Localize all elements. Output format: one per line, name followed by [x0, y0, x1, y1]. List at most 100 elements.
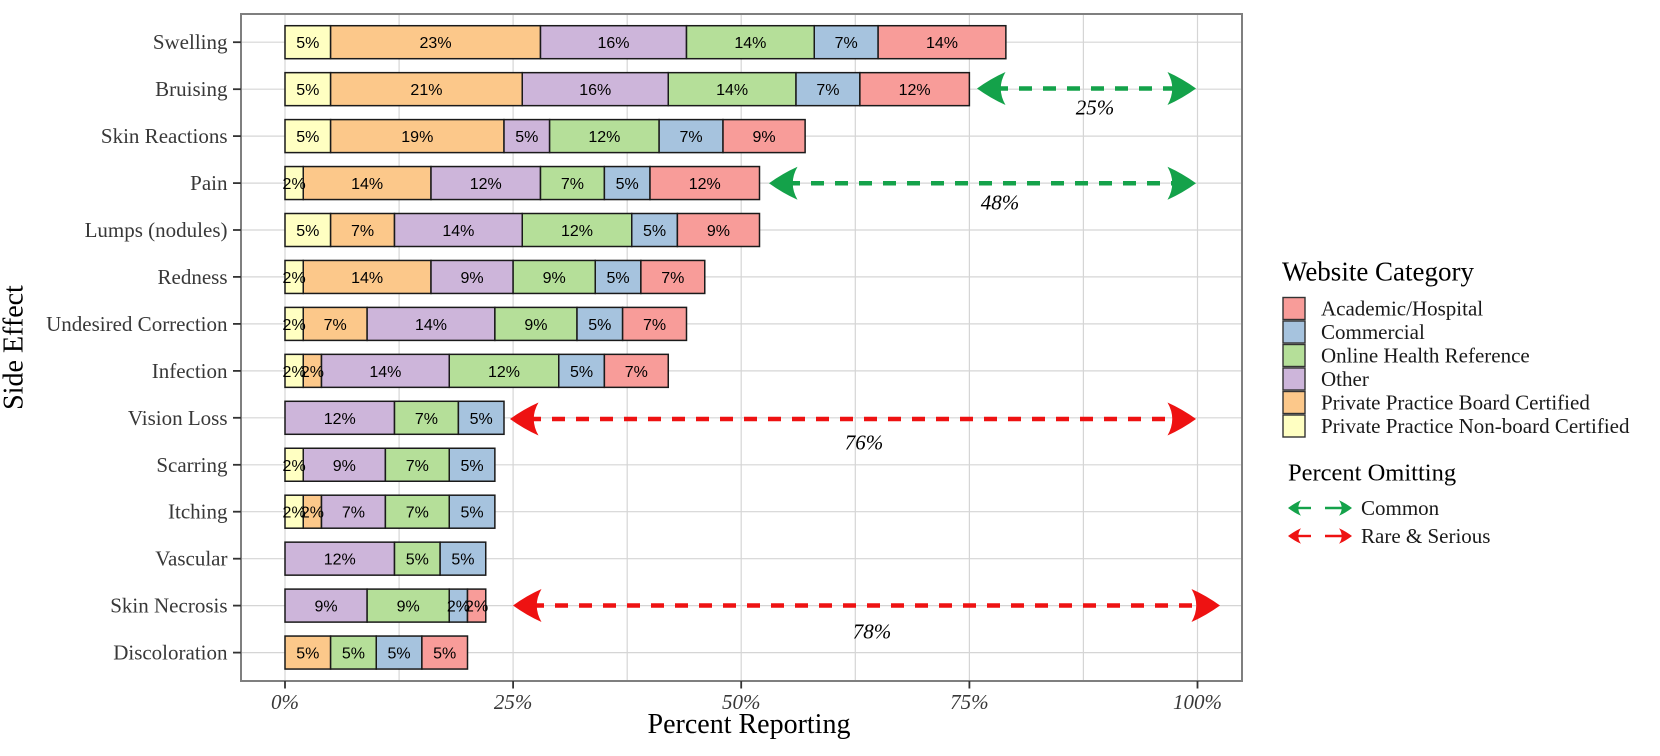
- svg-text:9%: 9%: [752, 129, 775, 146]
- svg-text:2%: 2%: [465, 599, 488, 616]
- svg-text:Pain: Pain: [190, 171, 228, 195]
- svg-text:14%: 14%: [926, 35, 958, 52]
- svg-text:7%: 7%: [835, 35, 858, 52]
- svg-text:Vascular: Vascular: [155, 547, 227, 571]
- svg-text:2%: 2%: [283, 317, 306, 334]
- svg-text:12%: 12%: [899, 82, 931, 99]
- svg-text:21%: 21%: [410, 82, 442, 99]
- svg-text:Website Category: Website Category: [1282, 257, 1475, 287]
- svg-text:5%: 5%: [588, 317, 611, 334]
- svg-text:Percent Omitting: Percent Omitting: [1288, 460, 1456, 487]
- svg-text:Percent Reporting: Percent Reporting: [648, 709, 851, 740]
- svg-text:16%: 16%: [597, 35, 629, 52]
- svg-text:5%: 5%: [606, 270, 629, 287]
- svg-text:5%: 5%: [570, 364, 593, 381]
- svg-text:5%: 5%: [643, 223, 666, 240]
- svg-text:12%: 12%: [324, 411, 356, 428]
- svg-text:9%: 9%: [460, 270, 483, 287]
- svg-text:14%: 14%: [369, 364, 401, 381]
- svg-text:7%: 7%: [406, 458, 429, 475]
- svg-text:14%: 14%: [716, 82, 748, 99]
- svg-text:16%: 16%: [579, 82, 611, 99]
- svg-text:2%: 2%: [283, 270, 306, 287]
- svg-text:9%: 9%: [314, 599, 337, 616]
- svg-text:Itching: Itching: [168, 500, 228, 524]
- svg-text:Discoloration: Discoloration: [113, 641, 228, 665]
- svg-text:7%: 7%: [415, 411, 438, 428]
- svg-text:5%: 5%: [387, 646, 410, 663]
- svg-text:Vision Loss: Vision Loss: [128, 406, 228, 430]
- svg-text:Rare & Serious: Rare & Serious: [1361, 524, 1490, 548]
- svg-text:14%: 14%: [351, 176, 383, 193]
- svg-text:2%: 2%: [283, 458, 306, 475]
- svg-text:5%: 5%: [433, 646, 456, 663]
- svg-text:Undesired Correction: Undesired Correction: [46, 312, 228, 336]
- svg-text:14%: 14%: [415, 317, 447, 334]
- svg-text:7%: 7%: [816, 82, 839, 99]
- svg-text:5%: 5%: [460, 458, 483, 475]
- svg-text:9%: 9%: [397, 599, 420, 616]
- svg-text:Online Health Reference: Online Health Reference: [1321, 343, 1530, 367]
- svg-text:Skin Reactions: Skin Reactions: [101, 124, 228, 148]
- svg-text:78%: 78%: [853, 620, 892, 644]
- svg-text:25%: 25%: [494, 690, 533, 714]
- svg-text:14%: 14%: [442, 223, 474, 240]
- svg-text:9%: 9%: [707, 223, 730, 240]
- svg-text:2%: 2%: [447, 599, 470, 616]
- svg-text:Infection: Infection: [152, 359, 228, 383]
- svg-text:12%: 12%: [470, 176, 502, 193]
- svg-text:12%: 12%: [488, 364, 520, 381]
- svg-text:5%: 5%: [296, 35, 319, 52]
- svg-text:Commercial: Commercial: [1321, 320, 1425, 344]
- svg-text:9%: 9%: [524, 317, 547, 334]
- svg-text:25%: 25%: [1076, 96, 1115, 120]
- svg-text:2%: 2%: [283, 176, 306, 193]
- svg-text:Private Practice Board Certifi: Private Practice Board Certified: [1321, 390, 1590, 414]
- svg-text:5%: 5%: [451, 552, 474, 569]
- svg-text:5%: 5%: [470, 411, 493, 428]
- svg-text:5%: 5%: [296, 223, 319, 240]
- svg-text:9%: 9%: [333, 458, 356, 475]
- svg-text:7%: 7%: [625, 364, 648, 381]
- svg-text:Academic/Hospital: Academic/Hospital: [1321, 296, 1483, 320]
- svg-text:12%: 12%: [588, 129, 620, 146]
- svg-text:0%: 0%: [271, 690, 299, 714]
- svg-text:5%: 5%: [616, 176, 639, 193]
- svg-text:7%: 7%: [351, 223, 374, 240]
- svg-text:Private Practice Non-board Cer: Private Practice Non-board Certified: [1321, 414, 1630, 438]
- svg-text:Swelling: Swelling: [153, 30, 228, 54]
- svg-text:7%: 7%: [661, 270, 684, 287]
- svg-text:Lumps (nodules): Lumps (nodules): [85, 218, 228, 242]
- svg-text:100%: 100%: [1173, 690, 1222, 714]
- svg-text:5%: 5%: [460, 505, 483, 522]
- svg-text:7%: 7%: [679, 129, 702, 146]
- svg-text:Scarring: Scarring: [156, 453, 228, 477]
- svg-text:2%: 2%: [283, 364, 306, 381]
- svg-text:5%: 5%: [342, 646, 365, 663]
- svg-text:Common: Common: [1361, 496, 1440, 520]
- svg-text:9%: 9%: [543, 270, 566, 287]
- svg-text:75%: 75%: [950, 690, 989, 714]
- svg-text:19%: 19%: [401, 129, 433, 146]
- svg-text:12%: 12%: [324, 552, 356, 569]
- svg-text:14%: 14%: [351, 270, 383, 287]
- svg-text:12%: 12%: [561, 223, 593, 240]
- svg-text:Bruising: Bruising: [155, 77, 228, 101]
- svg-text:7%: 7%: [561, 176, 584, 193]
- svg-text:76%: 76%: [845, 431, 884, 455]
- svg-text:48%: 48%: [981, 191, 1020, 215]
- svg-text:5%: 5%: [296, 646, 319, 663]
- svg-text:7%: 7%: [324, 317, 347, 334]
- svg-text:5%: 5%: [296, 129, 319, 146]
- svg-text:23%: 23%: [420, 35, 452, 52]
- svg-text:2%: 2%: [301, 505, 324, 522]
- svg-text:Skin Necrosis: Skin Necrosis: [110, 594, 227, 618]
- svg-text:50%: 50%: [722, 690, 761, 714]
- svg-text:5%: 5%: [515, 129, 538, 146]
- svg-text:7%: 7%: [406, 505, 429, 522]
- svg-text:5%: 5%: [406, 552, 429, 569]
- svg-text:14%: 14%: [734, 35, 766, 52]
- svg-text:Redness: Redness: [158, 265, 228, 289]
- svg-text:2%: 2%: [301, 364, 324, 381]
- svg-text:Side Effect: Side Effect: [0, 285, 30, 410]
